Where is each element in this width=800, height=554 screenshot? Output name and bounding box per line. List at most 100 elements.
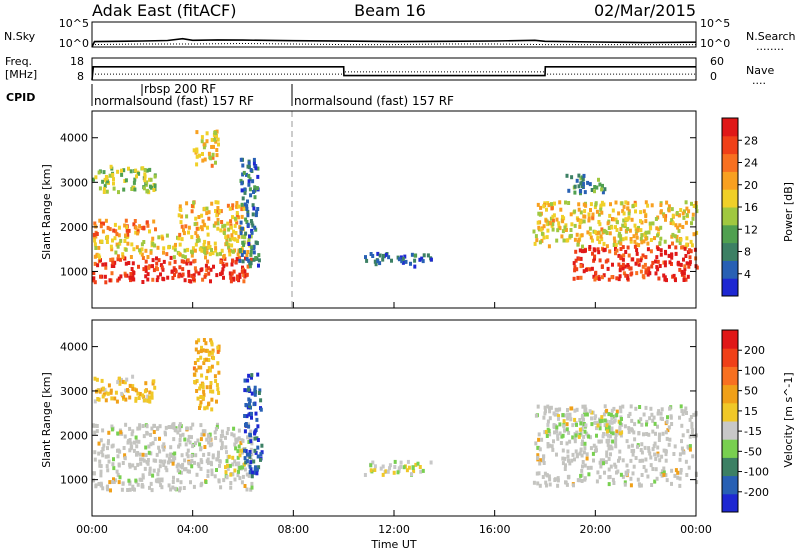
power-cell [125,225,129,230]
velocity-cell [239,448,243,453]
velocity-cell [259,452,263,457]
power-cell [242,170,246,175]
power-cell [215,213,219,218]
velocity-cell [95,377,99,382]
power-cell [646,247,650,252]
velocity-cell [155,452,159,457]
power-cell [637,225,640,230]
velocity-cell [198,406,201,410]
velocity-cell [652,444,656,449]
velocity-cell [605,423,609,428]
power-cell [623,222,627,227]
velocity-cell [585,412,589,417]
velocity-cell [237,444,241,449]
power-cell [591,212,595,217]
power-cell [129,169,133,174]
velocity-cell [190,458,194,463]
power-cell [630,217,634,222]
velocity-cell [627,444,631,449]
velocity-cell [639,417,643,422]
velocity-cell [162,463,166,467]
velocity-cell [106,454,110,459]
velocity-cell [665,436,669,441]
power-cell [102,190,106,194]
power-cell [111,172,115,177]
power-cell [659,225,663,230]
velocity-cell [534,441,538,446]
power-cell [635,271,639,276]
velocity-cell [165,468,169,473]
velocity-cell [141,475,145,480]
cpid-strip: CPID rbsp 200 RF normalsound (fast) 157 … [6,82,454,108]
velocity-cell [547,474,551,479]
velocity-cell [104,454,108,459]
power-cell [201,277,205,282]
velocity-cell [612,406,616,411]
power-cell [550,202,553,207]
velocity-cell [633,422,637,427]
power-cell [579,256,583,261]
power-cell [133,187,137,192]
velocity-cell [128,395,132,400]
velocity-cell [688,447,692,452]
power-region-2 [92,218,157,238]
power-cell [152,268,156,273]
power-colorbar-tick-label: 20 [744,179,758,192]
velocity-cell [243,456,247,461]
velocity-cell [132,440,136,445]
velocity-cell [101,394,105,399]
velocity-cell [595,426,598,431]
velocity-x-axis: 00:00 04:00 08:00 12:00 16:00 20:00 00:00 [76,510,712,536]
power-cell [677,228,681,233]
velocity-cell [162,447,166,452]
power-cell [612,243,616,247]
velocity-cell [537,471,541,476]
velocity-cell [582,417,585,422]
velocity-cell [535,471,539,476]
velocity-cell [646,474,650,479]
power-cell [249,249,253,254]
power-cell [130,242,134,247]
velocity-cell [202,389,206,394]
power-cell [591,251,594,256]
power-cell [173,259,177,264]
velocity-cell [184,442,188,447]
power-cell [562,238,566,243]
velocity-cell [637,419,641,424]
velocity-cell [178,486,182,491]
power-cell [118,241,122,246]
power-cell [645,269,649,274]
power-cell [659,209,663,214]
velocity-cell [563,467,567,471]
velocity-cell [227,454,231,459]
power-cell [646,203,650,208]
power-cell [687,264,691,269]
power-cell [171,245,175,250]
velocity-cell [691,454,695,459]
velocity-cell [250,375,253,380]
power-cell [409,261,412,266]
velocity-cell [638,483,642,488]
velocity-cell [602,458,606,463]
power-cell [92,278,95,283]
power-cell [596,235,600,240]
power-cell [255,186,259,191]
power-cell [143,174,147,179]
power-cell [246,209,250,214]
velocity-cell [557,416,560,421]
power-colorbar-tick-label: 4 [744,268,751,281]
power-cell [612,236,616,241]
velocity-cell [591,451,595,456]
power-cell [214,131,218,136]
power-cell [381,257,385,262]
power-cell [244,231,248,236]
power-cell [640,240,644,245]
velocity-cell [407,465,411,470]
power-cell [133,219,137,223]
velocity-cell [610,427,614,432]
velocity-cell [136,426,140,431]
power-cell [636,258,640,263]
velocity-cell [623,482,627,487]
velocity-cell [128,426,132,431]
velocity-cell [245,452,249,457]
